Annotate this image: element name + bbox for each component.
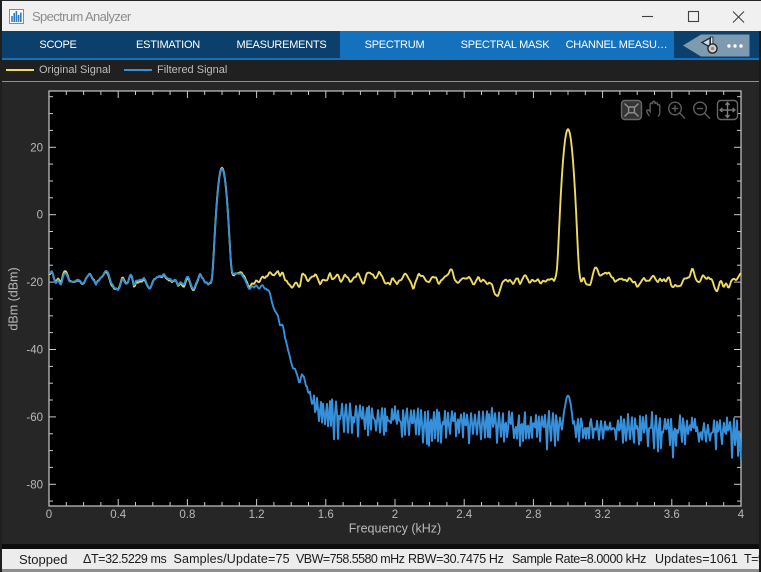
svg-text:-80: -80	[26, 479, 43, 491]
svg-text:3.6: 3.6	[664, 509, 680, 521]
svg-text:1.2: 1.2	[249, 509, 265, 521]
svg-text:2.8: 2.8	[525, 509, 541, 521]
svg-text:0: 0	[46, 509, 52, 521]
svg-text:3.2: 3.2	[595, 509, 611, 521]
svg-text:0.8: 0.8	[179, 509, 195, 521]
svg-text:4: 4	[738, 509, 745, 521]
svg-text:0: 0	[37, 210, 43, 222]
svg-text:dBm (dBm): dBm (dBm)	[7, 267, 21, 330]
svg-text:1.6: 1.6	[318, 509, 334, 521]
svg-text:0.4: 0.4	[110, 509, 127, 521]
svg-text:-60: -60	[26, 412, 43, 424]
svg-text:-20: -20	[26, 277, 43, 289]
svg-text:2: 2	[392, 509, 398, 521]
svg-text:20: 20	[30, 142, 43, 154]
svg-text:2.4: 2.4	[456, 509, 473, 521]
svg-text:Frequency (kHz): Frequency (kHz)	[349, 522, 441, 536]
svg-text:-40: -40	[26, 345, 43, 357]
